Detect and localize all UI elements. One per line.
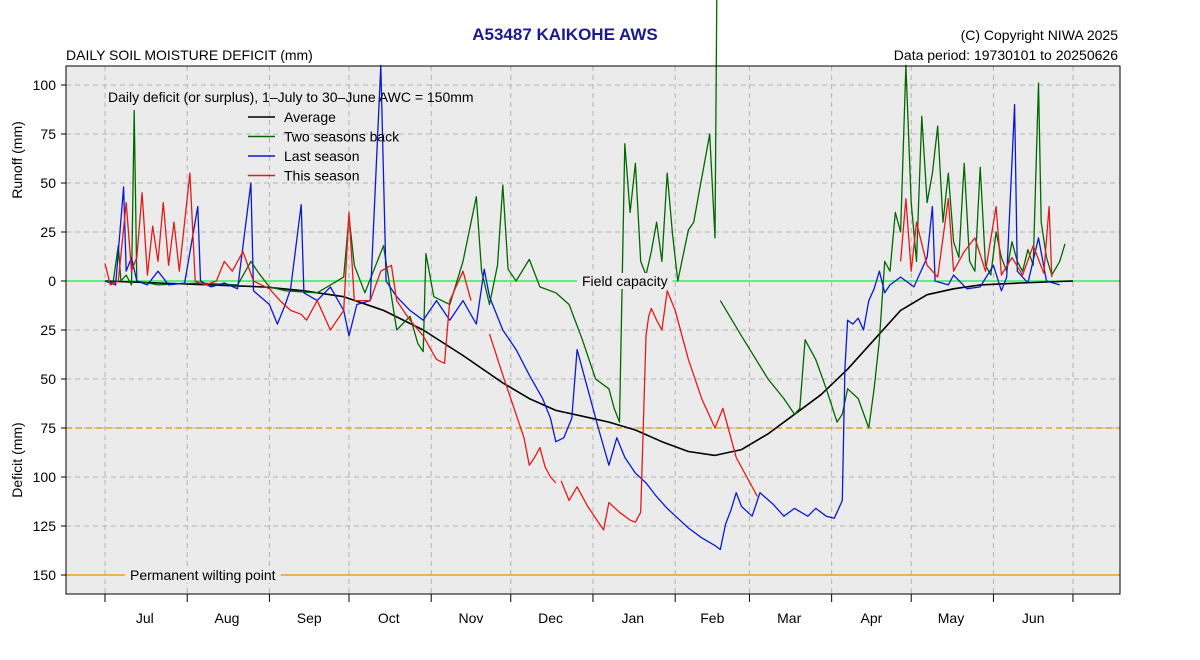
y-tick-label: 150 (33, 567, 57, 583)
series-line-0 (104, 280, 1074, 457)
copyright-label: (C) Copyright NIWA 2025 (961, 27, 1119, 43)
reference-label-0: Field capacity (582, 273, 668, 289)
reference-label-2: Permanent wilting point (130, 567, 276, 583)
series-line-5 (488, 333, 557, 484)
x-tick-label-feb: Feb (700, 610, 724, 626)
y-tick-label: 25 (40, 322, 56, 338)
x-tick-label-dec: Dec (538, 610, 563, 626)
x-tick-label-may: May (938, 610, 964, 626)
y-tick-label: 25 (40, 224, 56, 240)
legend: Average Two seasons back Last season This s… (248, 109, 400, 184)
data-period-label: Data period: 19730101 to 20250626 (894, 47, 1118, 63)
legend-label: Average (284, 109, 336, 125)
x-tick-label-jul: Jul (136, 610, 154, 626)
y-tick-label: 50 (40, 175, 56, 191)
legend-label: Last season (284, 148, 360, 164)
series-line-4 (104, 172, 472, 364)
series-line-7 (899, 198, 1053, 278)
y-tick-label: 75 (40, 126, 56, 142)
y-axis: 100 75 50 25 0 25 50 75 100 125 150 (33, 77, 66, 583)
series-line-6 (560, 290, 758, 531)
plot-background-runoff (66, 66, 1120, 281)
series-line-1 (104, 0, 718, 423)
series-group (104, 0, 1074, 551)
y-tick-label: 0 (48, 273, 56, 289)
y-tick-label: 50 (40, 371, 56, 387)
y-axis-label-deficit: Deficit (mm) (9, 422, 25, 497)
reference-label-bg (577, 273, 673, 289)
y-tick-label: 75 (40, 420, 56, 436)
series-line-2 (719, 64, 1066, 429)
x-tick-label-oct: Oct (378, 610, 400, 626)
x-tick-label-jun: Jun (1022, 610, 1045, 626)
x-tick-label-nov: Nov (459, 610, 484, 626)
x-tick-label-aug: Aug (215, 610, 240, 626)
reference-labels: Field capacity Permanent wilting point (125, 273, 673, 583)
legend-label: Two seasons back (284, 129, 400, 145)
chart-subtitle: DAILY SOIL MOISTURE DEFICIT (mm) (66, 47, 313, 63)
x-tick-label-sep: Sep (297, 610, 322, 626)
reference-label-bg (125, 567, 281, 583)
chart-title: A53487 KAIKOHE AWS (472, 25, 657, 44)
y-tick-label: 125 (33, 518, 57, 534)
x-tick-label-apr: Apr (861, 610, 883, 626)
series-line-3 (104, 64, 1060, 551)
y-tick-label: 100 (33, 469, 57, 485)
x-tick-label-mar: Mar (777, 610, 801, 626)
y-axis-label-runoff: Runoff (mm) (9, 121, 25, 199)
x-tick-label-jan: Jan (621, 610, 644, 626)
x-axis: Jul Aug Sep Oct Nov Dec Jan Feb Mar Apr May Jun (104, 594, 1074, 626)
legend-label: This season (284, 168, 359, 184)
y-tick-label: 100 (33, 77, 57, 93)
chart-annotation: Daily deficit (or surplus), 1–July to 30… (108, 89, 474, 105)
